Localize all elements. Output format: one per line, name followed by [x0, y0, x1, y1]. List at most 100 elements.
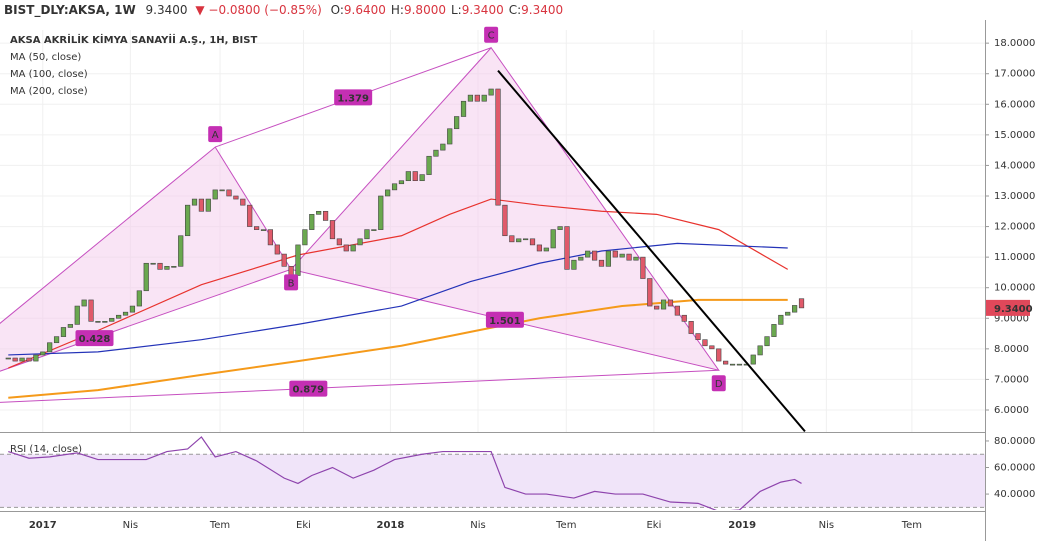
candle-body	[467, 94, 474, 102]
candle-body	[460, 100, 467, 117]
candle-body	[267, 229, 273, 246]
y-tick-label: 14.0000	[994, 160, 1035, 171]
point-label: B	[288, 278, 295, 289]
candle-body	[736, 363, 743, 366]
candle-body	[447, 128, 453, 145]
ratio-badge	[75, 330, 114, 347]
candle-body	[357, 238, 363, 246]
candle-body	[129, 305, 136, 313]
candle-body	[329, 220, 336, 240]
candle-body	[750, 354, 756, 365]
legend-entry: MA (200, close)	[10, 86, 88, 97]
y-tick-label: 12.0000	[994, 222, 1035, 233]
candle-body	[785, 311, 791, 316]
last-price-label: 9.3400	[994, 304, 1033, 315]
candle-body	[5, 357, 11, 360]
candle-body	[619, 253, 625, 258]
candle-body	[626, 253, 632, 261]
candle-body	[405, 171, 411, 182]
y-tick-label: 9.0000	[994, 313, 1029, 324]
candle-body	[674, 305, 680, 316]
candle-body	[709, 345, 715, 350]
ratio-label: 1.379	[337, 93, 369, 104]
candle-body	[509, 235, 515, 243]
last-price-badge	[986, 299, 1030, 316]
point-badge	[484, 26, 499, 43]
candle-body	[654, 305, 660, 310]
candle-body	[336, 238, 342, 246]
candle-body	[212, 189, 218, 200]
candle-body	[440, 143, 446, 151]
plot	[0, 30, 985, 432]
candle-body	[585, 250, 591, 258]
symbol: BIST_DLY:AKSA, 1W	[4, 3, 136, 18]
candle-body	[419, 174, 425, 182]
y-tick-label: 18.0000	[994, 38, 1035, 49]
candle-body	[502, 204, 508, 237]
y-tick-label: 6.0000	[994, 405, 1029, 416]
y-tick-label: 13.0000	[994, 191, 1035, 202]
ohlc-key: C:	[509, 3, 521, 17]
x-tick-label: Eki	[646, 520, 661, 531]
candle-body	[571, 259, 577, 270]
candle-body	[764, 336, 770, 347]
ohlc-value: 9.6400	[344, 3, 386, 17]
legend-entry: MA (100, close)	[10, 69, 88, 80]
candle-body	[295, 244, 301, 276]
candle-body	[343, 244, 349, 252]
point-label: D	[715, 379, 723, 390]
candle-body	[12, 357, 18, 362]
x-tick-label: Tem	[209, 520, 230, 531]
candle-body	[40, 351, 46, 356]
ratio-badge	[334, 89, 373, 106]
y-tick-label: 15.0000	[994, 130, 1035, 141]
candle-body	[391, 183, 398, 191]
candle-body	[322, 210, 329, 221]
candle-body	[81, 299, 87, 307]
ohlc-key: O:	[331, 3, 344, 17]
candle-body	[178, 235, 184, 267]
point-label: A	[212, 130, 219, 141]
rsi-title: RSI (14, close)	[10, 444, 82, 455]
candle-body	[247, 204, 253, 227]
rsi-band	[0, 454, 985, 508]
candle-body	[529, 238, 536, 246]
candle-body	[488, 88, 494, 96]
candle-body	[240, 198, 246, 206]
candle-body	[74, 305, 80, 325]
x-tick-label: Nis	[819, 520, 834, 531]
point-label: C	[488, 31, 495, 42]
point-badge	[208, 126, 223, 143]
candle-body	[205, 198, 211, 212]
candle-body	[598, 259, 605, 267]
x-tick-label: 2018	[376, 520, 404, 531]
ratio-badge	[289, 380, 328, 397]
candle-body	[702, 339, 708, 347]
y-tick-label: 8.0000	[994, 344, 1029, 355]
candle-body	[260, 229, 267, 231]
point-badge	[284, 274, 299, 291]
x-tick-label: Nis	[123, 520, 138, 531]
ratio-label: 1.501	[489, 316, 521, 327]
candle-body	[557, 226, 563, 230]
candle-body	[550, 229, 556, 249]
candle-body	[364, 229, 370, 240]
candle-body	[771, 324, 777, 337]
candle-body	[67, 324, 73, 328]
candle-body	[302, 229, 308, 246]
ratio-label: 0.428	[79, 334, 111, 345]
candle-body	[426, 155, 432, 175]
candle-body	[109, 317, 115, 322]
candle-body	[454, 116, 460, 130]
candle-body	[116, 314, 122, 319]
candle-body	[143, 262, 149, 292]
y-tick-label: 10.0000	[994, 283, 1035, 294]
candle-body	[757, 345, 763, 356]
moving-average	[8, 242, 788, 356]
candle-body	[371, 229, 377, 231]
ohlc-key: L:	[451, 3, 462, 17]
candle-body	[157, 262, 163, 270]
last-price: 9.3400	[146, 3, 188, 17]
candle-body	[578, 256, 584, 261]
